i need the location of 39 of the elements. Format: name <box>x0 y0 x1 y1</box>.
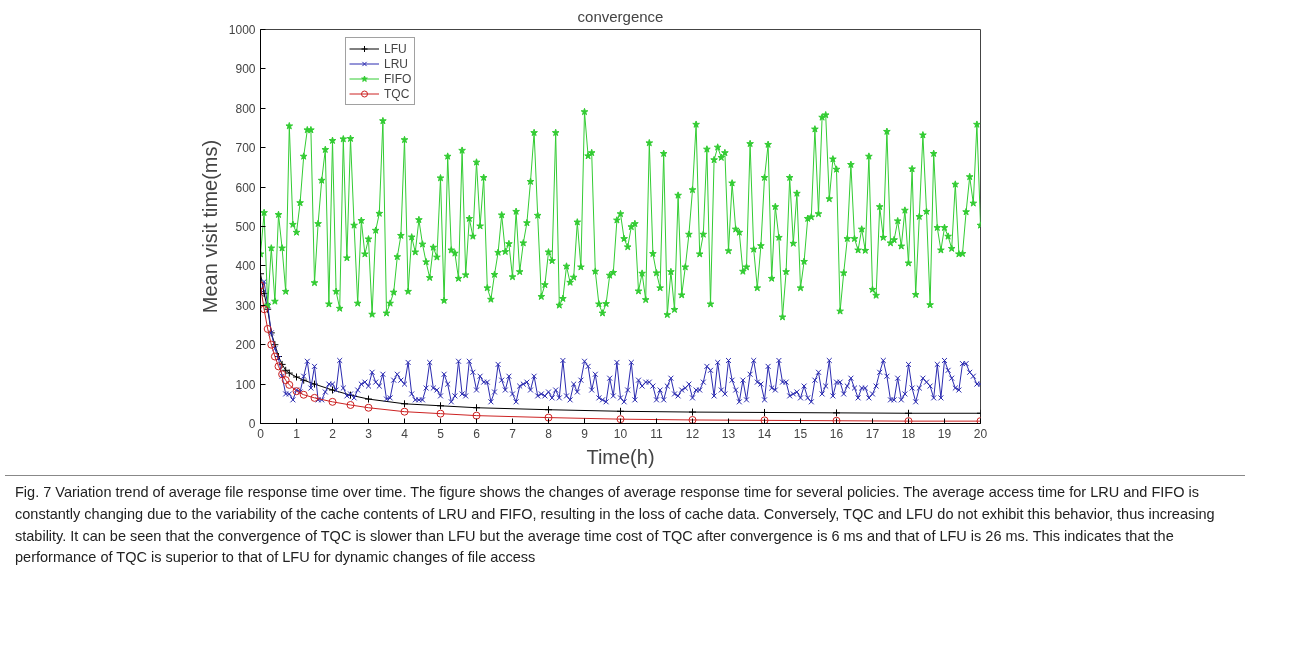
x-tick-label: 19 <box>937 426 952 441</box>
x-tick-label: 18 <box>901 426 916 441</box>
x-tick-label: 8 <box>545 426 553 441</box>
legend-label: FIFO <box>384 71 412 86</box>
x-tick-label: 10 <box>613 426 628 441</box>
y-tick-label: 100 <box>235 377 256 392</box>
legend-label: LFU <box>384 41 407 56</box>
y-tick-label: 900 <box>235 62 256 77</box>
y-tick-label: 1000 <box>228 23 256 37</box>
legend-label: TQC <box>384 86 410 101</box>
x-tick-label: 6 <box>473 426 481 441</box>
x-tick-label: 2 <box>329 426 337 441</box>
x-tick-label: 16 <box>829 426 844 441</box>
x-tick-label: 20 <box>973 426 988 441</box>
y-tick-label: 400 <box>235 259 256 274</box>
x-tick-label: 1 <box>293 426 301 441</box>
x-tick-label: 11 <box>650 426 664 441</box>
legend-label: LRU <box>384 56 409 71</box>
y-axis-title: Mean visit time(ms) <box>198 139 221 314</box>
x-tick-label: 9 <box>581 426 589 441</box>
y-tick-label: 300 <box>235 298 256 313</box>
x-tick-label: 5 <box>437 426 445 441</box>
y-tick-label: 700 <box>235 141 256 156</box>
x-tick-label: 15 <box>793 426 808 441</box>
caption: Fig. 7 Variation trend of average file response time over time. The figure shows the changes of average response time for several policies. The average access time for LRU and FIFO is constantly changing due to the variability of the cache contents of LRU and FIFO, resulting in the loss of cache data. Conversely, TQC and LFU do not exhibit this behavior, thus increasing stability. It can be seen that the convergence of TQC is slower than LFU but the average time cost of TQC after convergence is 6 ms and that of LFU is 26 ms. This indicates that the performance of TQC is superior to that of LFU for dynamic changes of file access <box>15 483 1216 568</box>
y-tick-label: 800 <box>235 101 256 116</box>
x-tick-label: 4 <box>401 426 409 441</box>
x-tick-label: 13 <box>721 426 736 441</box>
y-tick-label: 200 <box>235 338 256 353</box>
x-tick-label: 14 <box>757 426 772 441</box>
x-tick-label: 3 <box>365 426 373 441</box>
chart-title: convergence <box>577 7 664 25</box>
y-tick-label: 500 <box>235 220 256 234</box>
y-tick-label: 600 <box>235 180 256 195</box>
x-tick-label: 12 <box>685 426 700 441</box>
x-tick-label: 7 <box>509 426 517 441</box>
y-tick-label: 0 <box>248 417 256 431</box>
x-axis-title: Time(h) <box>586 445 655 468</box>
x-tick-label: 17 <box>865 426 880 441</box>
